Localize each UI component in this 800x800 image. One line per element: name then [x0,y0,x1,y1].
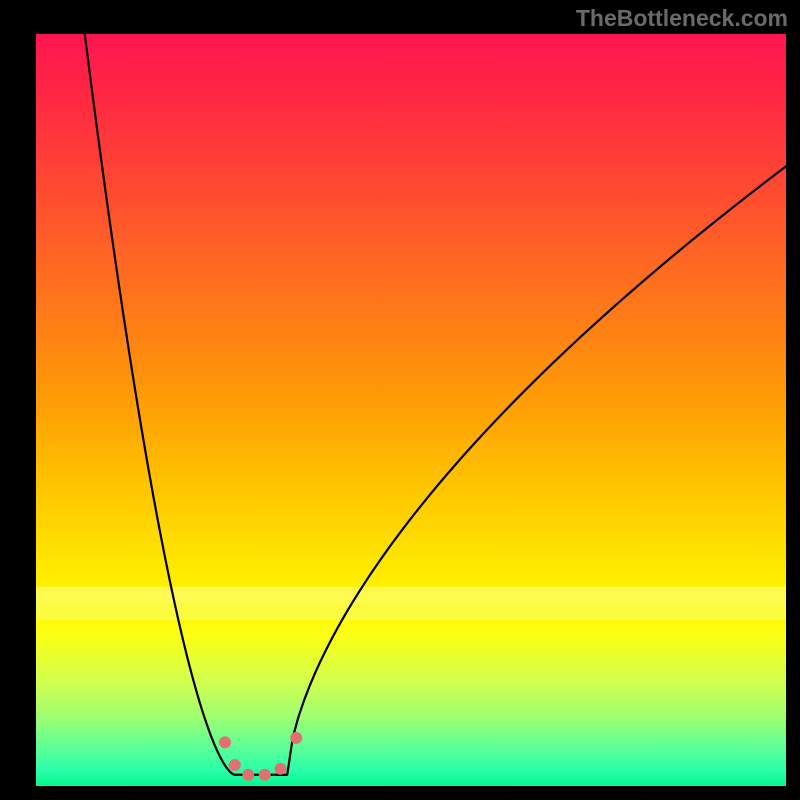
highlight-band [36,587,786,604]
data-point [275,763,286,774]
data-point [291,732,302,743]
chart-svg [36,34,786,786]
plot-area [36,34,786,786]
data-point [229,759,240,770]
highlight-band [36,603,786,620]
data-point [259,769,270,780]
watermark-text: TheBottleneck.com [576,5,788,32]
data-point [220,737,231,748]
gradient-background [36,34,786,786]
data-point [243,769,254,780]
chart-container: TheBottleneck.com [0,0,800,800]
